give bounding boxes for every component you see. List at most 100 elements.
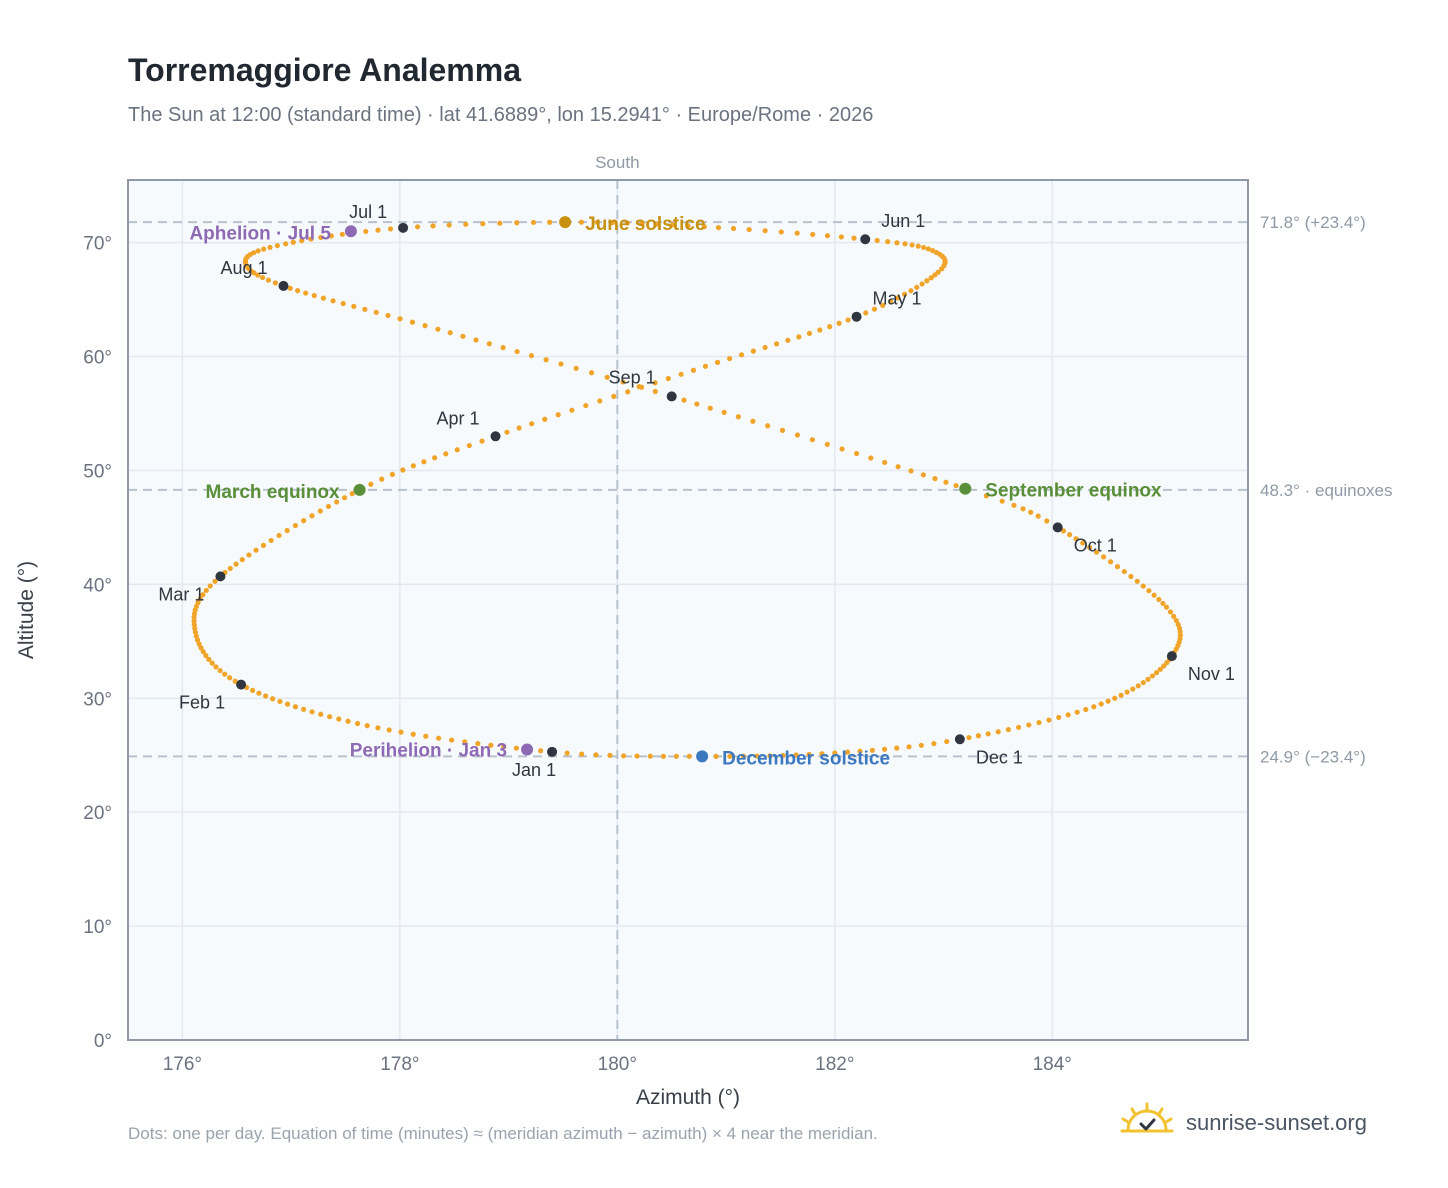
day-dot xyxy=(328,233,334,239)
day-dot xyxy=(1067,532,1073,538)
day-dot xyxy=(318,234,324,241)
month-marker xyxy=(1166,651,1177,662)
day-dot xyxy=(327,714,333,720)
day-dot xyxy=(480,221,486,227)
day-dot xyxy=(869,747,875,753)
day-dot xyxy=(851,235,857,241)
day-dot xyxy=(325,503,332,510)
day-dot xyxy=(636,384,642,390)
day-dot xyxy=(292,704,299,710)
day-dot xyxy=(774,341,780,347)
day-dot xyxy=(1134,578,1140,584)
event-label: December solstice xyxy=(722,748,890,769)
axis-ticks: 176° 178° 180° 182° 184° 0° 10° 20° 30° 40° 50° 60°… xyxy=(83,234,1072,1075)
day-dot xyxy=(1044,518,1050,524)
month-marker-label: Dec 1 xyxy=(976,747,1023,767)
day-dot xyxy=(583,402,589,409)
day-dot xyxy=(430,223,436,229)
day-dot xyxy=(198,645,204,651)
day-dot xyxy=(594,219,600,225)
event-marker xyxy=(344,225,357,238)
chart-title: Torremaggiore Analemma xyxy=(128,52,521,88)
day-dot xyxy=(796,334,802,340)
day-dot xyxy=(513,745,519,751)
day-dot xyxy=(284,701,291,707)
event-marker xyxy=(959,482,972,495)
day-dot xyxy=(435,326,441,332)
day-dot xyxy=(500,345,506,351)
plot-frame xyxy=(127,179,1249,1041)
day-dot xyxy=(762,344,768,351)
y-tick-label: 50° xyxy=(83,461,112,482)
day-dot xyxy=(702,363,709,369)
day-dot xyxy=(715,224,722,231)
day-dot xyxy=(375,725,381,731)
day-dot xyxy=(274,242,280,249)
day-dot xyxy=(309,513,315,519)
day-dot xyxy=(882,459,888,466)
y-tick-label: 60° xyxy=(83,348,112,369)
day-dot xyxy=(588,370,595,376)
x-tick-label: 178° xyxy=(380,1054,419,1075)
day-dot xyxy=(1100,554,1107,560)
day-dot xyxy=(246,552,252,558)
day-dot xyxy=(260,542,267,548)
day-dot xyxy=(908,468,914,474)
day-dot xyxy=(1016,724,1022,730)
day-dot xyxy=(232,678,238,684)
day-dot xyxy=(309,709,315,715)
day-dot xyxy=(966,734,972,741)
day-dot xyxy=(995,729,1001,735)
day-dot xyxy=(239,557,245,563)
day-dot xyxy=(921,244,927,251)
day-dot xyxy=(624,220,630,226)
day-dot xyxy=(871,306,878,312)
event-markers: Perihelion · Jan 3 March equinox June sols… xyxy=(189,214,1162,769)
day-dot xyxy=(345,718,351,724)
brand[interactable]: sunrise-sunset.org xyxy=(1120,1102,1367,1143)
day-dot xyxy=(690,367,697,373)
month-marker-label: Feb 1 xyxy=(179,693,225,713)
day-dot xyxy=(1167,609,1174,615)
day-dot xyxy=(421,459,427,465)
day-dot xyxy=(368,481,374,487)
plot-area xyxy=(128,180,1248,1040)
day-dot xyxy=(253,547,259,553)
day-dot xyxy=(415,224,421,230)
day-dot xyxy=(1114,564,1121,570)
month-marker-label: Sep 1 xyxy=(609,367,656,387)
brand-name: sunrise-sunset.org xyxy=(1186,1109,1367,1135)
event-label: March equinox xyxy=(206,482,341,503)
day-dot xyxy=(336,716,342,722)
day-dot xyxy=(1098,701,1104,707)
plot-border xyxy=(127,179,1249,1041)
day-dot xyxy=(1107,559,1114,565)
day-dot xyxy=(206,656,212,662)
day-dot xyxy=(915,243,921,249)
day-dot xyxy=(1065,712,1071,718)
day-dot xyxy=(925,246,932,252)
day-dot xyxy=(918,742,924,748)
day-dot xyxy=(409,319,416,325)
day-dot xyxy=(233,561,239,567)
day-dot xyxy=(730,225,737,232)
day-dot xyxy=(555,412,561,418)
day-dot xyxy=(569,407,575,413)
month-marker xyxy=(954,734,965,745)
day-dot xyxy=(880,302,886,308)
day-dot xyxy=(767,753,773,759)
day-dot xyxy=(354,720,361,727)
day-dot xyxy=(227,565,233,572)
sun-check-icon xyxy=(1120,1102,1174,1143)
day-dot xyxy=(1093,549,1100,555)
chart-subtitle: The Sun at 12:00 (standard time) · lat 4… xyxy=(128,104,874,126)
month-marker xyxy=(547,746,558,757)
day-dot xyxy=(191,618,197,624)
month-marker-label: Jan 1 xyxy=(512,760,556,780)
day-dot xyxy=(1156,596,1162,603)
month-marker-label: Oct 1 xyxy=(1074,535,1117,555)
day-dot xyxy=(1163,604,1170,610)
day-dot xyxy=(726,355,733,362)
month-marker xyxy=(860,234,871,245)
day-dot xyxy=(975,733,982,739)
